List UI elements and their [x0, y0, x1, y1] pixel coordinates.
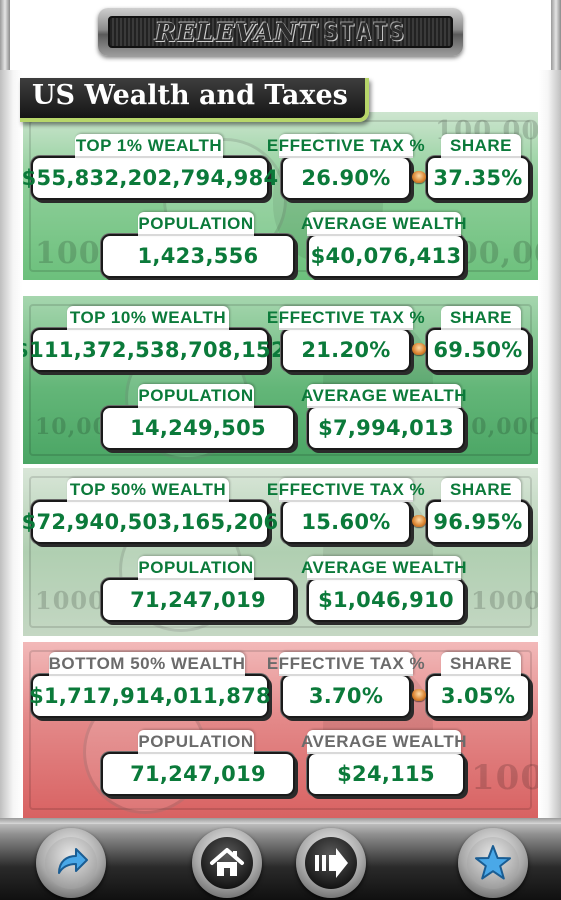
group-wealth-value: $55,832,202,794,984 [23, 156, 278, 200]
page-title: US Wealth and Taxes [32, 80, 348, 111]
effective-tax-value: 15.60% [281, 500, 411, 544]
share-button[interactable] [36, 828, 106, 898]
share-label: SHARE [441, 652, 521, 676]
banknote-frame [29, 476, 532, 628]
banknote-denom-right: 10,000 [455, 414, 538, 440]
share-value: 37.35% [426, 156, 530, 200]
group-panel-top50: 1000 1000 TOP 50% WEALTH $72,940,503,165… [23, 468, 538, 636]
logo-word-stats: STATS [323, 18, 407, 46]
banknote-denom-right: 1000 [471, 586, 538, 615]
group-wealth-value: $72,940,503,165,206 [23, 500, 278, 544]
main-rail-right [539, 70, 561, 818]
share-value: 3.05% [426, 674, 530, 718]
average-wealth-label: AVERAGE WEALTH [301, 212, 467, 236]
app-logo: RELEVANT STATS [98, 8, 463, 56]
group-label: TOP 1% WEALTH [75, 134, 223, 158]
next-icon [305, 837, 357, 889]
population-label: POPULATION [138, 730, 254, 754]
population-label: POPULATION [138, 212, 254, 236]
header-rail-right [551, 0, 561, 70]
share-label: SHARE [441, 134, 521, 158]
bottom-toolbar [0, 818, 561, 900]
average-wealth-label: AVERAGE WEALTH [301, 556, 467, 580]
population-value: 1,423,556 [101, 234, 295, 278]
connector-icon [412, 689, 426, 701]
home-icon [201, 837, 253, 889]
group-wealth-value: $1,717,914,011,878 [29, 674, 271, 718]
logo-plate: RELEVANT STATS [108, 16, 453, 48]
share-label: SHARE [441, 478, 521, 502]
page-title-banner: US Wealth and Taxes [20, 78, 369, 122]
panel-separator [23, 636, 538, 640]
banknote-denom-right: 100 [471, 758, 538, 798]
effective-tax-value: 26.90% [281, 156, 411, 200]
population-value: 71,247,019 [101, 578, 295, 622]
group-panel-top10: 10,000 10,000 TOP 10% WEALTH $111,372,53… [23, 296, 538, 464]
toolbar-shelf [0, 818, 561, 824]
next-button[interactable] [296, 828, 366, 898]
group-label: BOTTOM 50% WEALTH [49, 652, 245, 676]
banknote-denom-left: 1000 [35, 586, 106, 615]
effective-tax-value: 21.20% [281, 328, 411, 372]
average-wealth-value: $24,115 [307, 752, 465, 796]
banknote-frame [29, 650, 532, 810]
effective-tax-label: EFFECTIVE TAX % [267, 134, 425, 158]
average-wealth-value: $40,076,413 [307, 234, 465, 278]
header-rail-left [0, 0, 10, 70]
population-label: POPULATION [138, 556, 254, 580]
panel-separator [23, 464, 538, 468]
connector-icon [412, 343, 426, 355]
group-panel-top1: 100,000 100,000 100,000 TOP 1% WEALTH $5… [23, 112, 538, 280]
share-arrow-icon [45, 837, 97, 889]
average-wealth-value: $1,046,910 [307, 578, 465, 622]
share-value: 96.95% [426, 500, 530, 544]
effective-tax-label: EFFECTIVE TAX % [267, 652, 425, 676]
banknote-frame [29, 304, 532, 456]
group-label: TOP 10% WEALTH [67, 306, 229, 330]
group-panel-bottom50: 100 BOTTOM 50% WEALTH $1,717,914,011,878… [23, 642, 538, 818]
effective-tax-label: EFFECTIVE TAX % [267, 478, 425, 502]
connector-icon [412, 515, 426, 527]
share-label: SHARE [441, 306, 521, 330]
home-button[interactable] [192, 828, 262, 898]
share-value: 69.50% [426, 328, 530, 372]
group-label: TOP 50% WEALTH [67, 478, 229, 502]
effective-tax-label: EFFECTIVE TAX % [267, 306, 425, 330]
app-header: RELEVANT STATS [0, 0, 561, 70]
average-wealth-label: AVERAGE WEALTH [301, 384, 467, 408]
favorite-button[interactable] [458, 828, 528, 898]
group-wealth-value: $111,372,538,708,152 [23, 328, 286, 372]
average-wealth-label: AVERAGE WEALTH [301, 730, 467, 754]
panel-separator [23, 292, 538, 296]
population-value: 71,247,019 [101, 752, 295, 796]
star-icon [467, 837, 519, 889]
average-wealth-value: $7,994,013 [307, 406, 465, 450]
population-value: 14,249,505 [101, 406, 295, 450]
connector-icon [412, 171, 426, 183]
logo-word-relevant: RELEVANT [154, 17, 318, 47]
effective-tax-value: 3.70% [281, 674, 411, 718]
main-rail-left [0, 70, 22, 818]
stats-main: US Wealth and Taxes 100,000 100,000 100,… [0, 70, 561, 818]
population-label: POPULATION [138, 384, 254, 408]
